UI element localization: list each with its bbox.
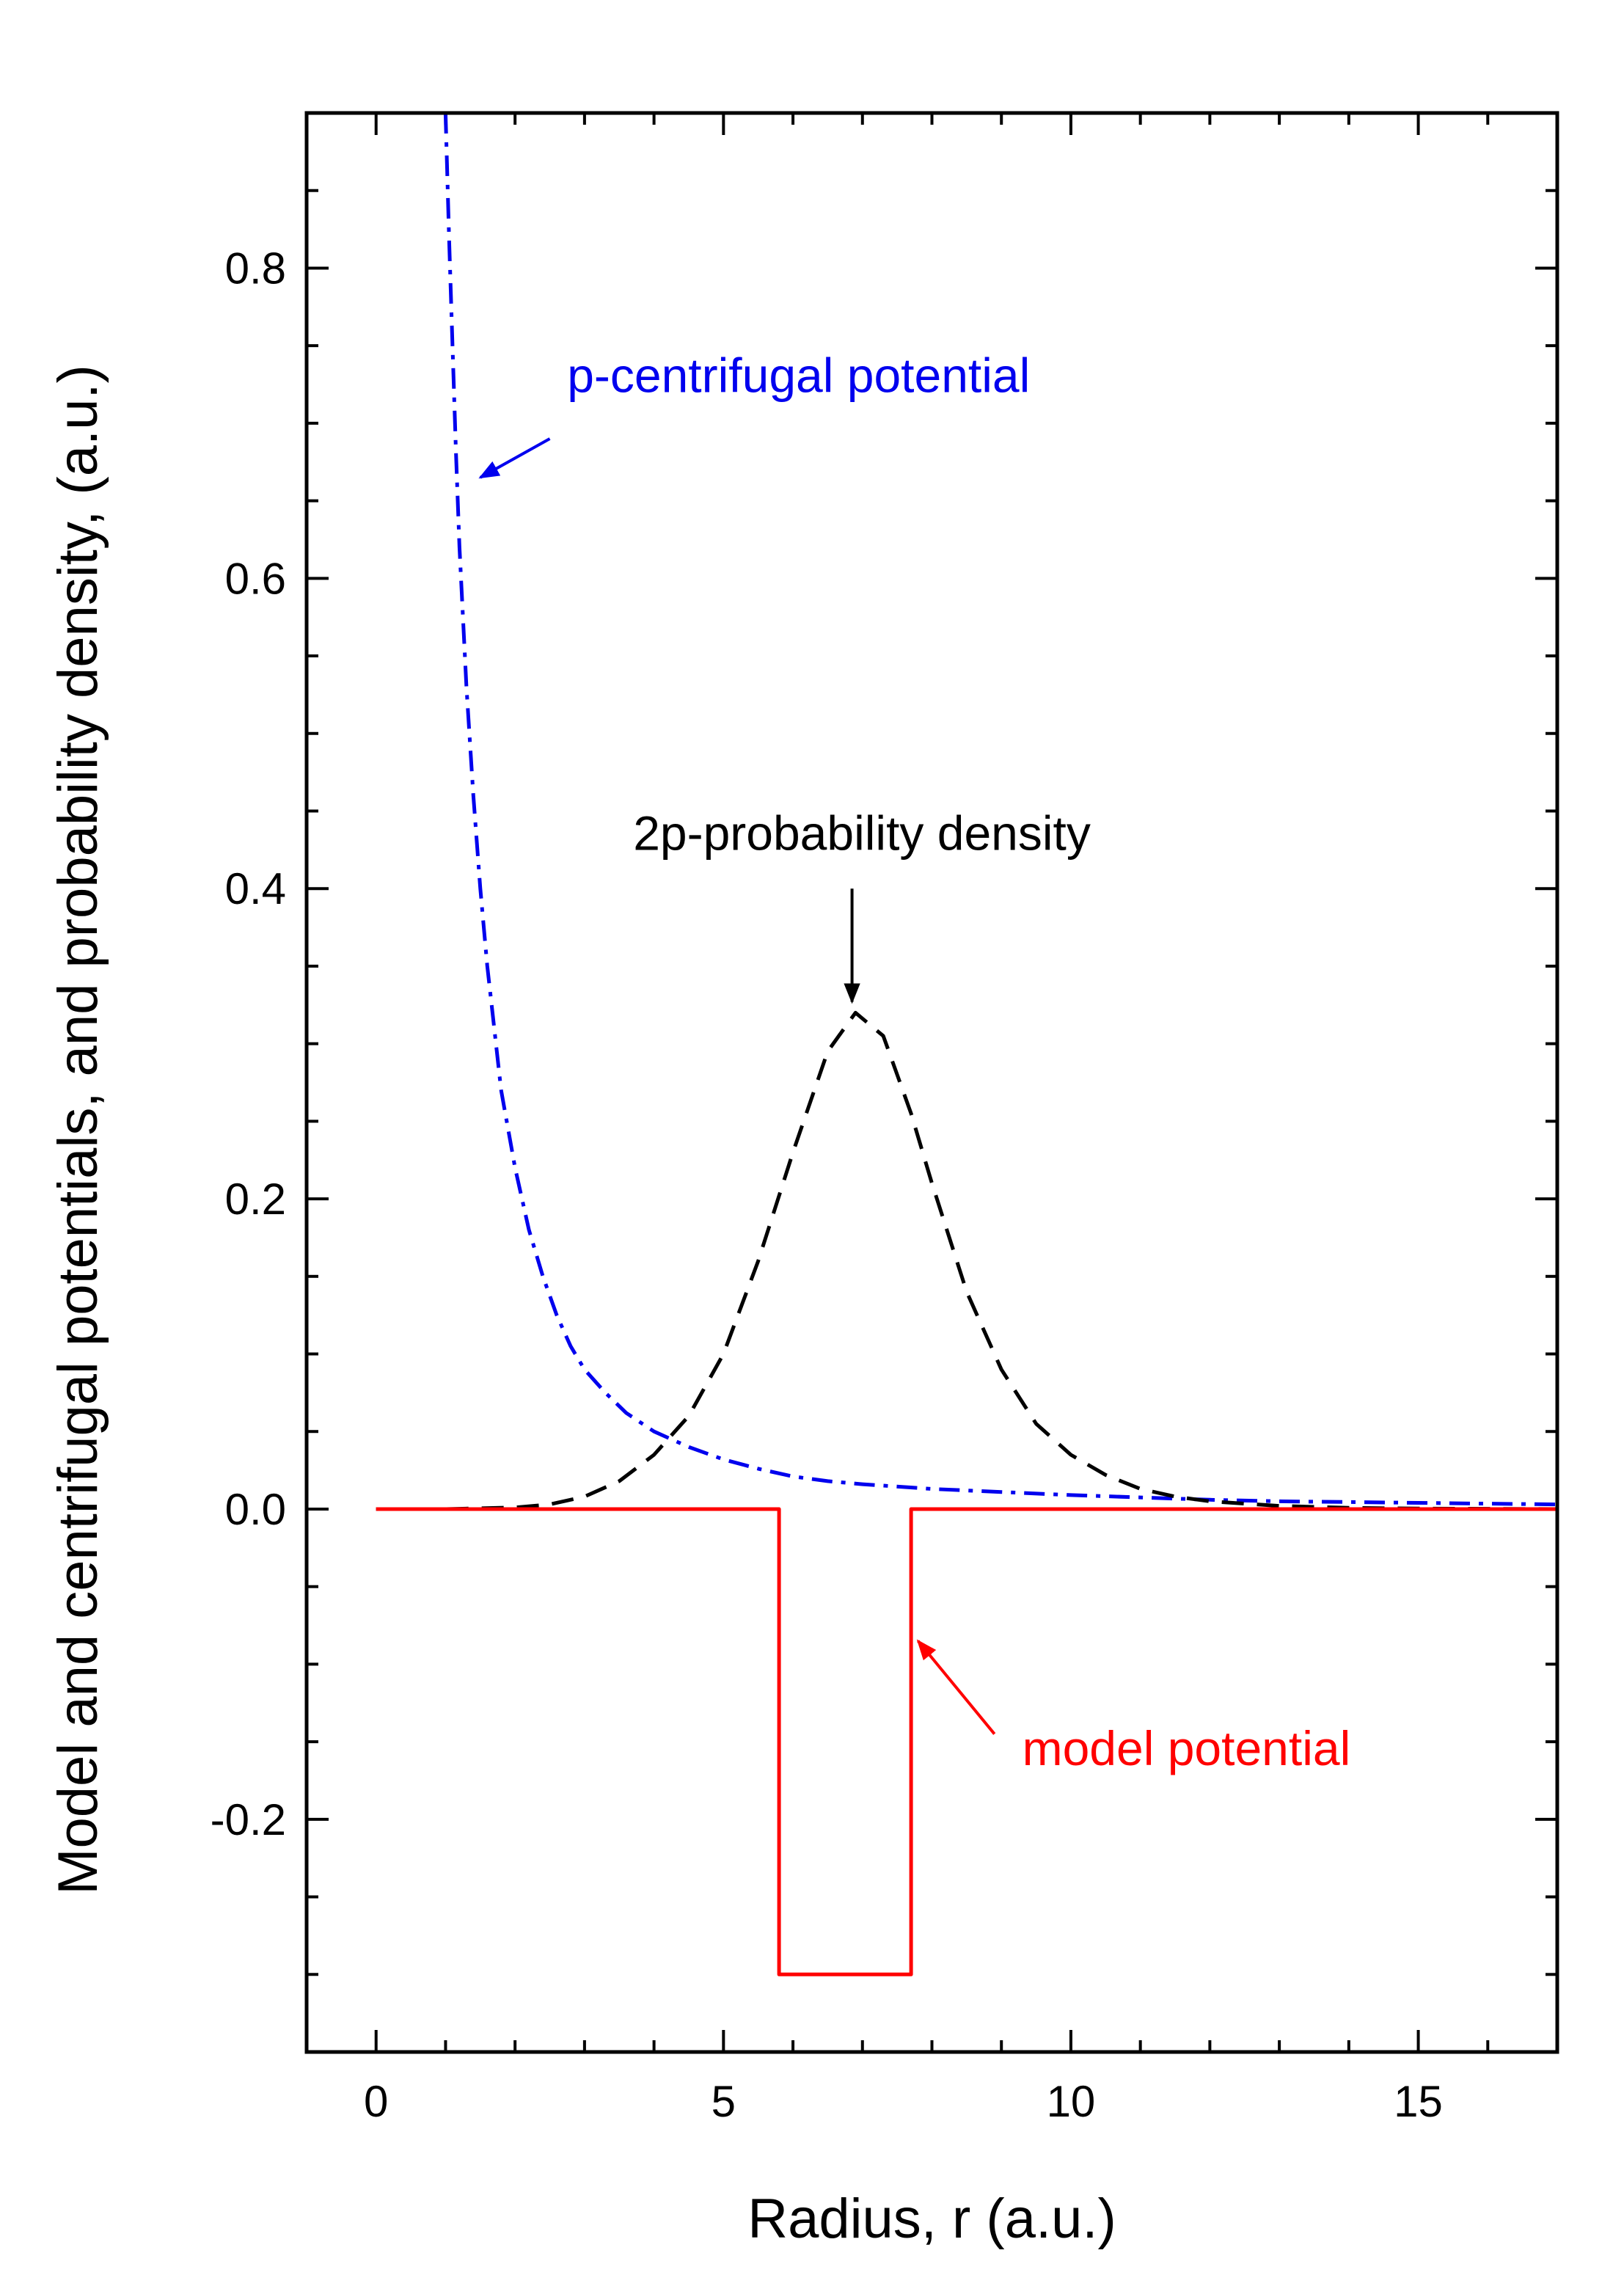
y-tick-label: 0.8: [225, 244, 286, 293]
annotations: p-centrifugal potential 2p-probability de…: [478, 348, 1351, 1775]
x-axis-ticks: 0 5 10 15: [305, 113, 1559, 2126]
y-tick-label: -0.2: [211, 1795, 286, 1844]
y-tick-label: 0.4: [225, 864, 286, 913]
plot-frame: [304, 111, 1559, 2054]
y-axis-ticks: -0.2 0.0 0.2 0.4 0.6 0.8: [211, 112, 1557, 2053]
series-group: [376, 113, 1557, 1976]
annotation-2p-probability-density: 2p-probability density: [633, 806, 1091, 860]
y-tick-label: 0.0: [225, 1485, 286, 1534]
x-tick-label: 0: [364, 2077, 388, 2126]
series-model-potential: [376, 1507, 1557, 1976]
x-tick-label: 15: [1394, 2077, 1443, 2126]
y-tick-label: 0.6: [225, 554, 286, 603]
annotation-arrow-model-potential: [916, 1639, 996, 1735]
y-tick-label: 0.2: [225, 1175, 286, 1224]
x-tick-label: 10: [1047, 2077, 1096, 2126]
y-axis-title: Model and centrifugal potentials, and pr…: [47, 365, 109, 1895]
x-axis-title: Radius, r (a.u.): [747, 2188, 1116, 2250]
x-tick-label: 5: [712, 2077, 736, 2126]
annotation-p-centrifugal-potential: p-centrifugal potential: [567, 348, 1030, 403]
annotation-model-potential: model potential: [1023, 1721, 1351, 1775]
series-2p-probability-density: [376, 1010, 1557, 1511]
annotation-arrow-p-centrifugal-potential: [478, 437, 551, 479]
series-p-centrifugal-potential: [443, 113, 1557, 1507]
